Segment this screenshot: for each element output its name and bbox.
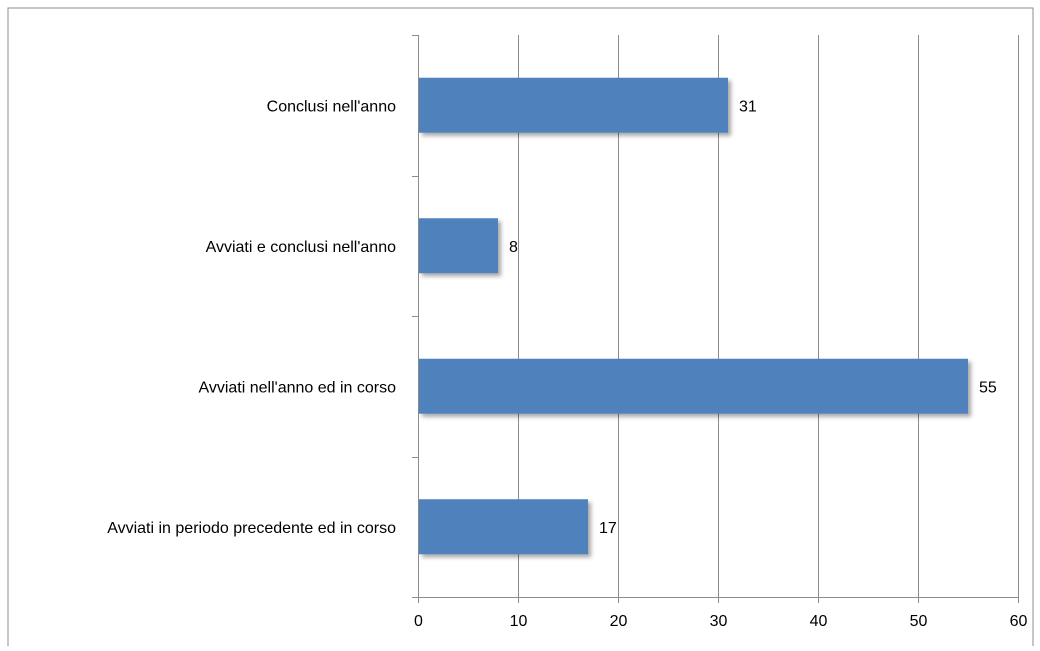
x-tick-label: 0 bbox=[414, 613, 423, 630]
x-tick-label: 40 bbox=[810, 613, 828, 630]
bar bbox=[419, 77, 728, 133]
data-label: 31 bbox=[739, 98, 757, 115]
data-label: 55 bbox=[979, 379, 997, 396]
data-label: 8 bbox=[509, 239, 518, 256]
axes bbox=[412, 35, 1019, 603]
category-label: Avviati nell'anno ed in corso bbox=[198, 379, 396, 396]
data-label: 17 bbox=[599, 520, 617, 537]
bar bbox=[419, 218, 498, 274]
bar bbox=[419, 499, 588, 555]
category-label: Avviati e conclusi nell'anno bbox=[206, 239, 397, 256]
x-tick-label: 30 bbox=[710, 613, 728, 630]
bar bbox=[419, 358, 968, 414]
x-tick-label: 50 bbox=[910, 613, 928, 630]
category-label: Conclusi nell'anno bbox=[267, 98, 396, 115]
x-tick-label: 60 bbox=[1010, 613, 1028, 630]
category-label: Avviati in periodo precedente ed in cors… bbox=[107, 520, 396, 537]
x-tick-label: 10 bbox=[510, 613, 528, 630]
labels: 0 10 20 30 40 50 60 Conclusi nell'anno 31 Avviati… bbox=[107, 98, 1027, 630]
bars bbox=[419, 77, 968, 555]
x-tick-label: 20 bbox=[610, 613, 628, 630]
